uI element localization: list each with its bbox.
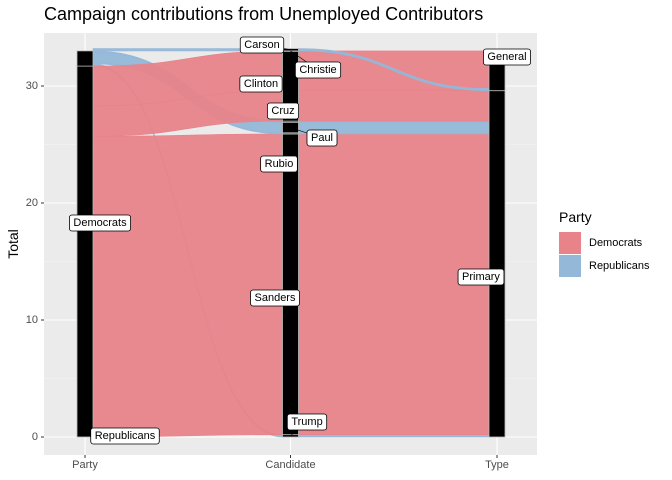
flow-democrats-clinton-to-primary: [298, 90, 490, 122]
y-axis-ticks: 0 10 20 30: [26, 80, 44, 443]
x-tick-label: Party: [72, 459, 98, 471]
y-tick-label: 30: [26, 80, 38, 92]
label-box: [260, 155, 298, 173]
stratum-labels: Democrats Republicans Trump Sanders Rubio Pau…: [69, 36, 531, 445]
label-box: [483, 48, 531, 66]
legend-title: Party: [559, 209, 592, 225]
x-axis-ticks: Party Candidate Type: [72, 455, 509, 471]
stratum-label-cruz: Cruz: [266, 102, 300, 120]
legend: Party Democrats Republicans: [559, 209, 650, 277]
stratum-party-republicans: [76, 50, 94, 67]
legend-label-republicans: Republicans: [589, 260, 650, 272]
flow-republicans-trump-to-primary: [298, 434, 490, 438]
x-tick-label: Candidate: [265, 459, 315, 471]
flows: [92, 48, 490, 438]
label-box: [250, 289, 300, 307]
stratum-label-christie: Christie: [294, 61, 342, 79]
y-tick-label: 20: [26, 197, 38, 209]
x-tick-label: Type: [485, 459, 509, 471]
stratum-label-paul: Paul: [306, 129, 338, 147]
stratum-candidate-sanders: [282, 133, 299, 436]
label-text: General: [487, 51, 526, 63]
stratum-label-sanders: Sanders: [250, 289, 300, 307]
label-box: [239, 75, 283, 93]
chart-title: Campaign contributions from Unemployed C…: [44, 4, 483, 24]
stratum-label-primary: Primary: [457, 268, 505, 286]
legend-key-democrats: [559, 232, 581, 254]
stratum-label-democrats: Democrats: [69, 214, 131, 232]
stratum-label-republicans: Republicans: [90, 427, 160, 445]
label-box: [69, 214, 131, 232]
label-text: Primary: [462, 271, 500, 283]
label-text: Carson: [244, 39, 279, 51]
legend-label-democrats: Democrats: [589, 237, 643, 249]
label-box: [286, 413, 328, 431]
y-axis-title: Total: [5, 229, 21, 259]
label-box: [294, 61, 342, 79]
label-text: Paul: [311, 132, 333, 144]
label-text: Christie: [299, 64, 336, 76]
stratum-label-rubio: Rubio: [260, 155, 298, 173]
label-text: Cruz: [271, 105, 294, 117]
label-text: Republicans: [95, 430, 156, 442]
label-text: Trump: [291, 416, 322, 428]
label-box: [266, 102, 300, 120]
stratum-party-democrats: [76, 65, 94, 438]
label-text: Clinton: [244, 78, 278, 90]
stratum-label-carson: Carson: [239, 36, 285, 54]
stratum-label-clinton: Clinton: [239, 75, 283, 93]
label-box: [306, 129, 338, 147]
y-tick-label: 0: [32, 431, 38, 443]
strata: [76, 48, 506, 438]
label-text: Democrats: [73, 217, 127, 229]
label-box: [239, 36, 285, 54]
label-text: Sanders: [255, 292, 296, 304]
flow-democrats-democrats-to-sanders: [92, 133, 283, 438]
stratum-label-trump: Trump: [286, 413, 328, 431]
stratum-type-primary: [488, 90, 506, 438]
stratum-label-general: General: [483, 48, 531, 66]
label-text: Rubio: [265, 158, 294, 170]
y-tick-label: 10: [26, 314, 38, 326]
legend-key-republicans: [559, 255, 581, 277]
label-box: [90, 427, 160, 445]
label-box: [457, 268, 505, 286]
